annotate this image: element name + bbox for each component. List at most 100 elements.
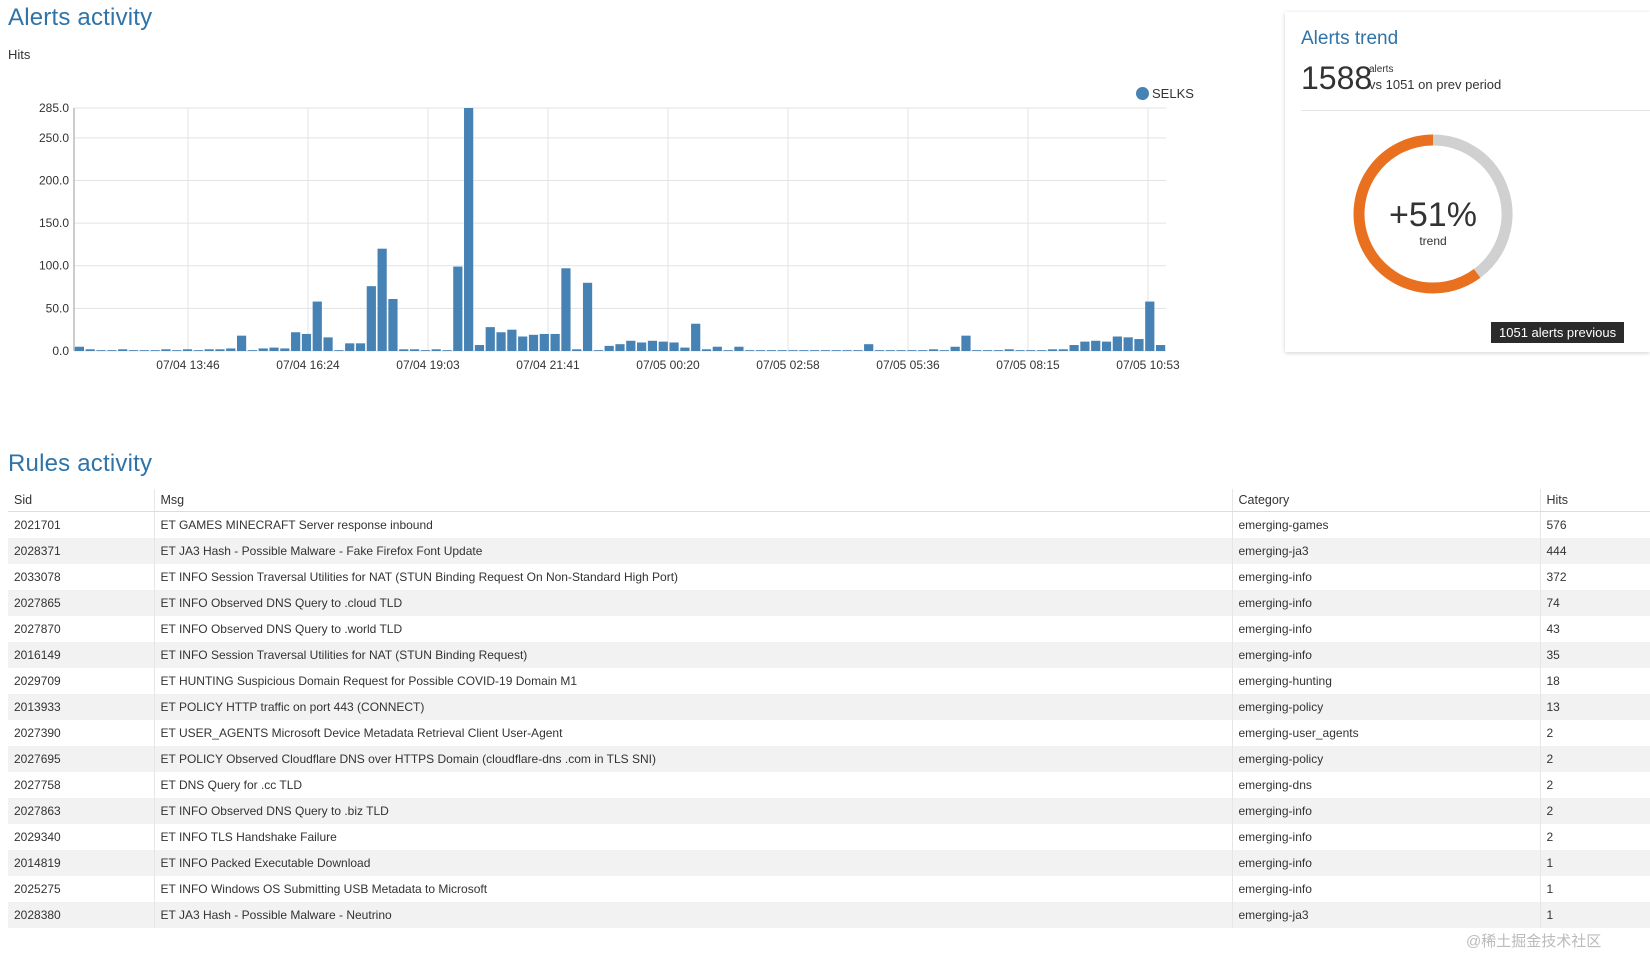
chart-bar[interactable] xyxy=(615,344,625,351)
chart-bar[interactable] xyxy=(701,349,712,351)
table-row[interactable]: 2021701 ET GAMES MINECRAFT Server respons… xyxy=(8,511,1650,538)
cell-sid[interactable]: 2029709 xyxy=(14,674,61,688)
chart-bar[interactable] xyxy=(734,346,744,351)
header-msg[interactable]: Msg xyxy=(153,489,1232,512)
table-row[interactable]: 2027390 ET USER_AGENTS Microsoft Device M… xyxy=(8,720,1650,746)
chart-bar[interactable] xyxy=(193,350,203,351)
chart-bar[interactable] xyxy=(236,335,247,351)
table-row[interactable]: 2027865 ET INFO Observed DNS Query to .cl… xyxy=(8,590,1650,616)
cell-msg[interactable]: ET GAMES MINECRAFT Server response inbou… xyxy=(153,511,1232,538)
chart-bar[interactable] xyxy=(453,266,463,351)
chart-bar[interactable] xyxy=(431,349,441,351)
chart-bar[interactable] xyxy=(896,350,906,351)
table-row[interactable]: 2028371 ET JA3 Hash - Possible Malware - … xyxy=(8,538,1650,564)
cell-msg[interactable]: ET DNS Query for .cc TLD xyxy=(153,772,1232,798)
chart-bar[interactable] xyxy=(1015,350,1025,351)
chart-bar[interactable] xyxy=(680,347,690,351)
chart-bar[interactable] xyxy=(593,350,603,351)
chart-bar[interactable] xyxy=(582,282,593,351)
chart-bar[interactable] xyxy=(128,350,139,351)
cell-msg[interactable]: ET INFO Session Traversal Utilities for … xyxy=(153,564,1232,590)
chart-bar[interactable] xyxy=(745,350,755,351)
cell-msg[interactable]: ET JA3 Hash - Possible Malware - Fake Fi… xyxy=(153,538,1232,564)
chart-bar[interactable] xyxy=(442,350,452,351)
table-row[interactable]: 2027863 ET INFO Observed DNS Query to .bi… xyxy=(8,798,1650,824)
chart-bar[interactable] xyxy=(226,348,236,351)
chart-bar[interactable] xyxy=(291,332,301,351)
chart-bar[interactable] xyxy=(669,342,679,351)
chart-bar[interactable] xyxy=(420,350,430,351)
table-row[interactable]: 2014819 ET INFO Packed Executable Downloa… xyxy=(8,850,1650,876)
chart-bar[interactable] xyxy=(853,350,863,351)
chart-bar[interactable] xyxy=(85,349,95,351)
chart-bar[interactable] xyxy=(1155,345,1166,351)
chart-bar[interactable] xyxy=(961,335,971,351)
chart-bar[interactable] xyxy=(399,349,409,351)
header-sid[interactable]: Sid xyxy=(8,489,154,512)
cell-msg[interactable]: ET INFO Observed DNS Query to .cloud TLD xyxy=(153,590,1232,616)
cell-sid[interactable]: 2028371 xyxy=(8,538,154,564)
chart-bar[interactable] xyxy=(831,350,841,351)
chart-bar[interactable] xyxy=(269,347,279,351)
chart-bar[interactable] xyxy=(323,337,333,351)
chart-bar[interactable] xyxy=(258,348,268,351)
chart-bar[interactable] xyxy=(799,350,809,351)
cell-msg[interactable]: ET POLICY Observed Cloudflare DNS over H… xyxy=(153,746,1232,772)
chart-bar[interactable] xyxy=(1101,341,1112,351)
chart-bar[interactable] xyxy=(550,333,560,351)
chart-bar[interactable] xyxy=(345,343,355,351)
cell-msg[interactable]: ET USER_AGENTS Microsoft Device Metadata… xyxy=(153,720,1232,746)
chart-bar[interactable] xyxy=(355,343,366,351)
chart-bar[interactable] xyxy=(247,350,257,351)
cell-msg[interactable]: ET HUNTING Suspicious Domain Request for… xyxy=(153,668,1232,694)
table-row[interactable]: 2033078 ET INFO Session Traversal Utiliti… xyxy=(8,564,1650,590)
header-category[interactable]: Category xyxy=(1231,489,1540,512)
chart-bar[interactable] xyxy=(474,345,485,351)
chart-bar[interactable] xyxy=(604,345,614,351)
donut-segment-current[interactable] xyxy=(1353,134,1481,294)
chart-bar[interactable] xyxy=(993,350,1004,351)
table-row[interactable]: 2028380 ET JA3 Hash - Possible Malware - … xyxy=(8,902,1650,928)
cell-sid[interactable]: 2014819 xyxy=(8,850,154,876)
cell-sid[interactable]: 2021701 xyxy=(14,518,61,532)
chart-bar[interactable] xyxy=(626,340,636,351)
chart-bar[interactable] xyxy=(366,286,376,351)
chart-bar[interactable] xyxy=(647,340,658,351)
chart-bar[interactable] xyxy=(950,346,960,351)
chart-bar[interactable] xyxy=(842,350,852,351)
chart-bar[interactable] xyxy=(1004,349,1014,351)
chart-bar[interactable] xyxy=(528,334,539,351)
cell-sid[interactable]: 2016149 xyxy=(8,642,154,668)
cell-msg[interactable]: ET POLICY HTTP traffic on port 443 (CONN… xyxy=(153,694,1232,720)
chart-bar[interactable] xyxy=(507,329,517,351)
chart-bar[interactable] xyxy=(1091,340,1101,351)
cell-sid[interactable]: 2025275 xyxy=(14,882,61,896)
chart-bar[interactable] xyxy=(1047,349,1058,351)
chart-bar[interactable] xyxy=(1123,337,1133,351)
chart-bar[interactable] xyxy=(885,350,895,351)
chart-bar[interactable] xyxy=(723,350,733,351)
chart-bar[interactable] xyxy=(810,350,820,351)
table-row[interactable]: 2029340 ET INFO TLS Handshake Failure emer… xyxy=(8,824,1650,850)
chart-bar[interactable] xyxy=(561,268,571,351)
chart-bar[interactable] xyxy=(518,336,528,351)
cell-sid[interactable]: 2027870 xyxy=(14,622,61,636)
chart-bar[interactable] xyxy=(820,350,831,351)
chart-bar[interactable] xyxy=(377,248,387,351)
chart-bar[interactable] xyxy=(464,108,474,351)
chart-bar[interactable] xyxy=(918,350,928,351)
chart-bar[interactable] xyxy=(485,327,495,351)
chart-bar[interactable] xyxy=(409,349,420,351)
chart-bar[interactable] xyxy=(907,350,917,351)
chart-bar[interactable] xyxy=(150,350,160,351)
chart-bar[interactable] xyxy=(280,348,290,351)
chart-bar[interactable] xyxy=(755,350,766,351)
cell-msg[interactable]: ET INFO Session Traversal Utilities for … xyxy=(153,642,1232,668)
chart-bar[interactable] xyxy=(637,342,647,351)
cell-msg[interactable]: ET INFO TLS Handshake Failure xyxy=(153,824,1232,850)
table-row[interactable]: 2027695 ET POLICY Observed Cloudflare DNS… xyxy=(8,746,1650,772)
cell-sid[interactable]: 2027390 xyxy=(14,726,61,740)
chart-bar[interactable] xyxy=(691,323,701,351)
chart-bar[interactable] xyxy=(215,349,225,351)
chart-bar[interactable] xyxy=(1069,345,1079,351)
